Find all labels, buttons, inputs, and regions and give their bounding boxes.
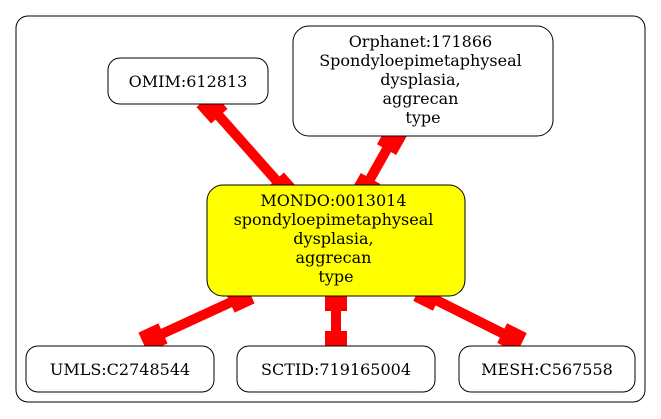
node-mondo-label: MONDO:0013014 spondyloepimetaphyseal dys… <box>234 191 439 286</box>
node-orphanet-label: Orphanet:171866 Spondyloepimetaphyseal d… <box>319 32 527 127</box>
node-omim-label: OMIM:612813 <box>129 72 248 91</box>
node-mesh-label: MESH:C567558 <box>481 360 613 379</box>
node-umls[interactable]: UMLS:C2748544 <box>25 345 215 393</box>
node-mesh[interactable]: MESH:C567558 <box>458 345 636 393</box>
node-umls-label: UMLS:C2748544 <box>50 360 190 379</box>
node-omim[interactable]: OMIM:612813 <box>107 57 269 105</box>
node-orphanet[interactable]: Orphanet:171866 Spondyloepimetaphyseal d… <box>292 25 554 137</box>
node-sctid[interactable]: SCTID:719165004 <box>236 345 436 393</box>
node-sctid-label: SCTID:719165004 <box>261 360 411 379</box>
node-mondo-center[interactable]: MONDO:0013014 spondyloepimetaphyseal dys… <box>206 184 466 297</box>
